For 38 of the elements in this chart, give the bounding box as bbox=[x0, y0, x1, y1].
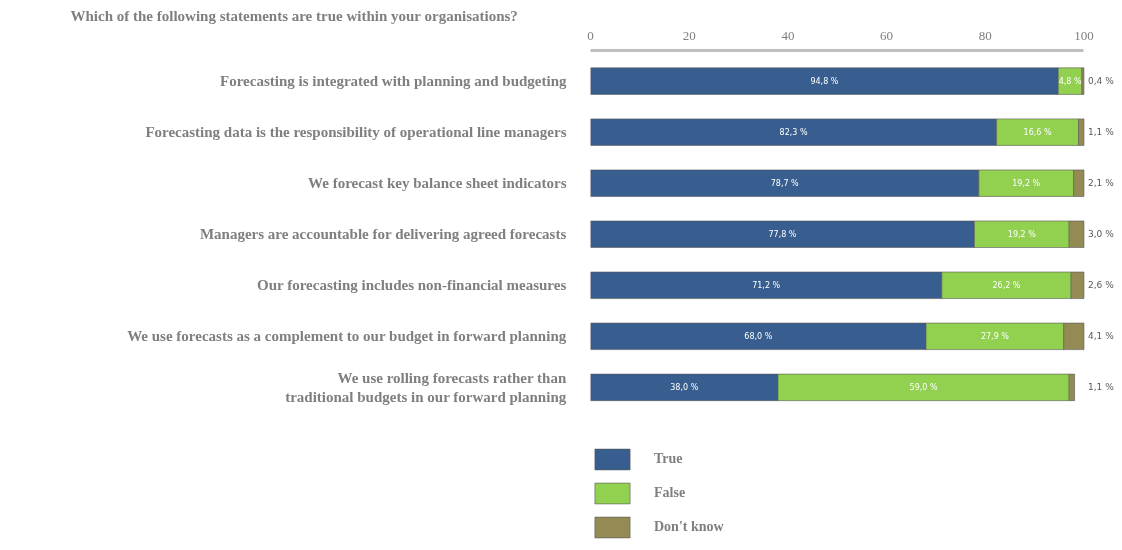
y-tick-label: Managers are accountable for delivering agreed forecasts bbox=[199, 226, 567, 243]
data-label: 1,1 % bbox=[1087, 127, 1115, 138]
data-label: 0,4 % bbox=[1087, 76, 1115, 87]
y-tick-label: Forecasting data is the responsibility of operational line managers bbox=[145, 124, 567, 141]
data-label: 1,1 % bbox=[1087, 382, 1115, 393]
y-tick-label: We forecast key balance sheet indicators bbox=[308, 175, 567, 192]
data-label: 2,6 % bbox=[1087, 280, 1115, 291]
data-label: 26,2 % bbox=[992, 280, 1021, 290]
data-label: 4,8 % bbox=[1058, 76, 1082, 86]
y-tick-label: We use rolling forecasts rather than traditional budgets in our forward planning bbox=[285, 369, 567, 405]
x-tick-label: 60 bbox=[880, 27, 894, 43]
data-label: 27,9 % bbox=[980, 331, 1010, 341]
data-label: 77,8 % bbox=[768, 229, 797, 239]
legend-label: False bbox=[654, 485, 686, 501]
data-label: 59,0 % bbox=[909, 382, 938, 392]
y-tick-label: Our forecasting includes non-financial measures bbox=[257, 277, 567, 294]
data-label: 3,0 % bbox=[1087, 229, 1115, 240]
x-tick-label: 100 bbox=[1074, 27, 1094, 43]
data-label: 68,0 % bbox=[744, 331, 773, 341]
legend-label: True bbox=[654, 451, 683, 467]
x-tick-label: 80 bbox=[978, 27, 992, 43]
data-label: 16,6 % bbox=[1023, 127, 1052, 137]
data-label: 4,1 % bbox=[1087, 331, 1115, 342]
data-label: 2,1 % bbox=[1087, 178, 1115, 189]
y-tick-label: We use forecasts as a complement to our budget in forward planning bbox=[127, 328, 567, 345]
x-tick-label: 20 bbox=[682, 27, 696, 43]
legend-label: Don't know bbox=[654, 519, 724, 535]
data-label: 82,3 % bbox=[779, 127, 808, 137]
x-tick-label: 40 bbox=[781, 27, 795, 43]
y-tick-label: Forecasting is integrated with planning and budgeting bbox=[220, 73, 567, 90]
x-tick-label: 0 bbox=[587, 27, 594, 43]
data-label: 38,0 % bbox=[670, 382, 699, 392]
data-label: 71,2 % bbox=[752, 280, 781, 290]
data-label: 94,8 % bbox=[810, 76, 839, 86]
data-label: 19,2 % bbox=[1012, 178, 1041, 188]
text: Which of the following statements are true within your organisations? bbox=[70, 7, 518, 24]
data-label: 19,2 % bbox=[1007, 229, 1037, 239]
data-label: 78,7 % bbox=[770, 178, 800, 188]
